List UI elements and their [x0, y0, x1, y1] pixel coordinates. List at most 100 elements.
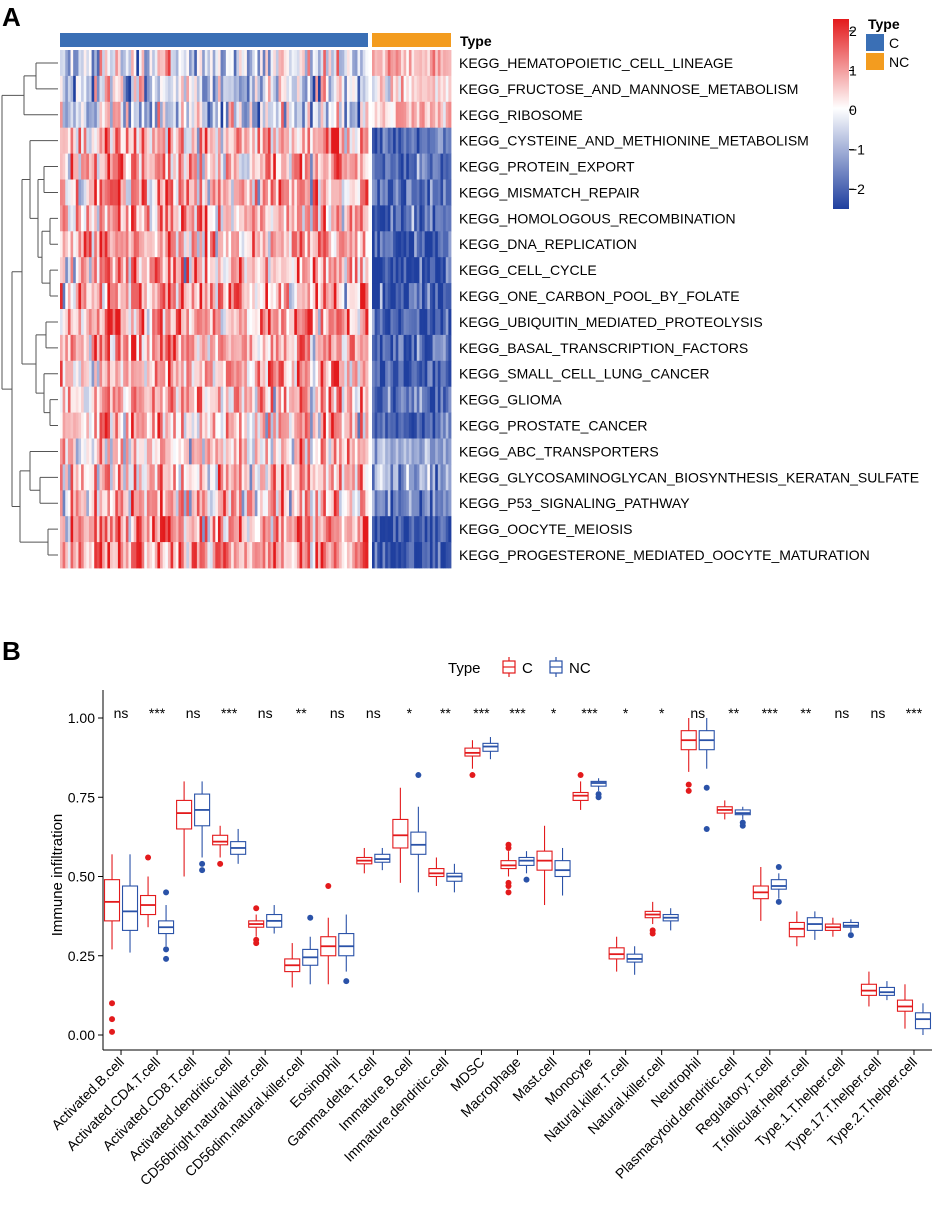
heatmap-cell: [78, 127, 82, 154]
heatmap-cell: [94, 153, 98, 180]
heatmap-cell: [377, 412, 381, 439]
heatmap-cell: [289, 334, 293, 362]
type-annotation-label: Type: [460, 33, 492, 49]
heatmap-cell: [175, 516, 179, 543]
heatmap-cell: [107, 516, 111, 543]
heatmap-cell: [173, 205, 177, 232]
heatmap-cell: [406, 101, 410, 129]
heatmap-cell: [325, 542, 329, 569]
heatmap-cell: [152, 412, 156, 439]
heatmap-cell: [104, 309, 108, 336]
heatmap-cell: [167, 153, 171, 180]
heatmap-cell: [86, 283, 90, 310]
heatmap-cell: [194, 386, 198, 413]
heatmap-cell: [406, 153, 410, 180]
heatmap-cell: [354, 101, 358, 129]
heatmap-cell: [178, 490, 182, 517]
heatmap-cell: [65, 464, 69, 491]
heatmap-cell: [236, 179, 240, 206]
heatmap-cell: [75, 516, 79, 543]
heatmap-cell: [120, 231, 124, 258]
heatmap-cell: [365, 257, 369, 284]
heatmap-cell: [312, 231, 316, 258]
heatmap-cell: [223, 50, 227, 77]
heatmap-cell: [104, 205, 108, 232]
heatmap-cell: [212, 386, 216, 413]
heatmap-cell: [328, 516, 332, 543]
heatmap-cell: [107, 179, 111, 206]
heatmap-cell: [178, 542, 182, 569]
heatmap-cell: [374, 50, 378, 77]
heatmap-cell: [220, 231, 224, 258]
heatmap-cell: [167, 205, 171, 232]
heatmap-cell: [352, 153, 356, 180]
heatmap-cell: [178, 179, 182, 206]
heatmap-cell: [162, 101, 166, 129]
heatmap-cell: [252, 490, 256, 517]
heatmap-cell: [344, 283, 348, 310]
heatmap-cell: [246, 309, 250, 336]
box-outlier: [703, 825, 710, 832]
box-c-CD56dim.natural.killer.cell: [284, 943, 301, 988]
heatmap-cell: [445, 283, 449, 310]
heatmap-cell: [207, 516, 211, 543]
heatmap-cell: [432, 412, 436, 439]
heatmap-cell: [320, 75, 324, 103]
heatmap-cell: [379, 153, 383, 180]
heatmap-cell: [270, 386, 274, 413]
heatmap-cell: [427, 516, 431, 543]
heatmap-cell: [349, 127, 353, 154]
heatmap-cell: [112, 438, 116, 465]
heatmap-cell: [86, 257, 90, 284]
heatmap-cell: [265, 438, 269, 465]
heatmap-cell: [435, 386, 439, 413]
heatmap-cell: [262, 542, 266, 569]
heatmap-cell: [231, 75, 235, 103]
heatmap-cell: [339, 360, 343, 388]
heatmap-cell: [273, 50, 277, 77]
heatmap-cell: [75, 464, 79, 491]
heatmap-cell: [414, 334, 418, 362]
heatmap-cell: [175, 464, 179, 491]
heatmap-cell: [173, 75, 177, 103]
heatmap-cell: [115, 360, 119, 388]
heatmap-cell: [296, 516, 300, 543]
significance-label: ***: [149, 705, 166, 721]
box-nc-Type.1.T.helper.cell: [842, 919, 859, 939]
heatmap-cell: [117, 464, 121, 491]
significance-label: ***: [581, 705, 598, 721]
box-outlier: [253, 940, 260, 947]
heatmap-cell: [286, 309, 290, 336]
heatmap-cell: [323, 179, 327, 206]
heatmap-cell: [424, 309, 428, 336]
heatmap-cell: [223, 153, 227, 180]
heatmap-cell: [445, 386, 449, 413]
heatmap-cell: [331, 153, 335, 180]
dendrogram-branch: [35, 62, 58, 90]
heatmap-cell: [178, 464, 182, 491]
box-outlier: [505, 883, 512, 890]
heatmap-cell: [102, 75, 106, 103]
heatmap-cell: [231, 516, 235, 543]
heatmap-cell: [429, 438, 433, 465]
heatmap-cell: [312, 309, 316, 336]
heatmap-cell: [331, 542, 335, 569]
heatmap-cell: [411, 231, 415, 258]
heatmap-cell: [228, 257, 232, 284]
heatmap-cell: [437, 386, 441, 413]
heatmap-cell: [445, 257, 449, 284]
heatmap-cell: [262, 205, 266, 232]
heatmap-cell: [94, 360, 98, 388]
box-outlier: [253, 905, 260, 912]
heatmap-cell: [86, 464, 90, 491]
heatmap-cell: [128, 516, 132, 543]
heatmap-cell: [73, 231, 77, 258]
heatmap-cell: [133, 412, 137, 439]
heatmap-cell: [136, 153, 140, 180]
heatmap-cell: [416, 101, 420, 129]
heatmap-cell: [281, 283, 285, 310]
heatmap-cell: [60, 360, 64, 388]
heatmap-cell: [281, 334, 285, 362]
heatmap-cell: [354, 257, 358, 284]
heatmap-cell: [411, 386, 415, 413]
